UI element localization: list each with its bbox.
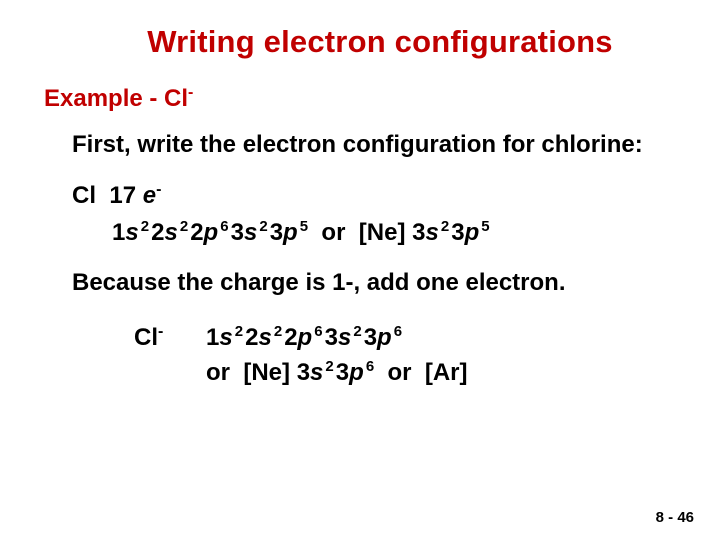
short-term-1: 3s 2 — [412, 219, 449, 246]
ion-config-short: or [Ne] 3s 2 3p 6 or [Ar] — [206, 358, 468, 387]
neutral-config-row: 1s 2 2s 2 2p 6 3s 2 3p 5 or [Ne] 3s 2 3p… — [112, 218, 676, 247]
slide-title: Writing electron configurations — [84, 24, 676, 60]
ion-noble2: [Ar] — [425, 359, 468, 386]
electron-e: e — [143, 182, 156, 209]
or-word: or — [321, 219, 345, 246]
slide-number: 8 - 46 — [656, 509, 694, 526]
because-line: Because the charge is 1-, add one electr… — [72, 269, 676, 297]
short-term-2: 3p 5 — [451, 219, 489, 246]
iterm-5: 3p 6 — [364, 324, 402, 351]
ion-row: Cl- 1s 2 2s 2 2p 6 3s 2 3p 6 or [Ne] 3s … — [134, 323, 676, 387]
ion-config-full: 1s 2 2s 2 2p 6 3s 2 3p 6 — [206, 323, 468, 352]
electron-e-sup: - — [156, 181, 161, 198]
term-3: 2p 6 — [190, 219, 228, 246]
element-symbol: Cl — [72, 182, 96, 209]
ion-config-block: 1s 2 2s 2 2p 6 3s 2 3p 6 or [Ne] 3s 2 3p… — [206, 323, 468, 387]
example-heading: Example - Cl- — [44, 84, 676, 113]
term-4: 3s 2 — [231, 219, 268, 246]
ion-or: or — [206, 359, 230, 386]
ion-or2: or — [388, 359, 412, 386]
noble-core: [Ne] — [359, 219, 406, 246]
example-label: Example - Cl — [44, 85, 188, 112]
term-1: 1s 2 — [112, 219, 149, 246]
iterm-1: 1s 2 — [206, 324, 243, 351]
iterm-2: 2s 2 — [245, 324, 282, 351]
term-2: 2s 2 — [151, 219, 188, 246]
ishort-1: 3s 2 — [297, 359, 334, 386]
electron-count: 17 — [109, 182, 136, 209]
term-5: 3p 5 — [270, 219, 308, 246]
example-charge: - — [188, 84, 193, 101]
ishort-2: 3p 6 — [336, 359, 374, 386]
iterm-4: 3s 2 — [325, 324, 362, 351]
iterm-3: 2p 6 — [284, 324, 322, 351]
ion-symbol: Cl- — [134, 323, 206, 387]
neutral-element-row: Cl 17 e- — [72, 181, 676, 210]
ion-noble: [Ne] — [243, 359, 290, 386]
instruction-line: First, write the electron configuration … — [72, 131, 676, 159]
